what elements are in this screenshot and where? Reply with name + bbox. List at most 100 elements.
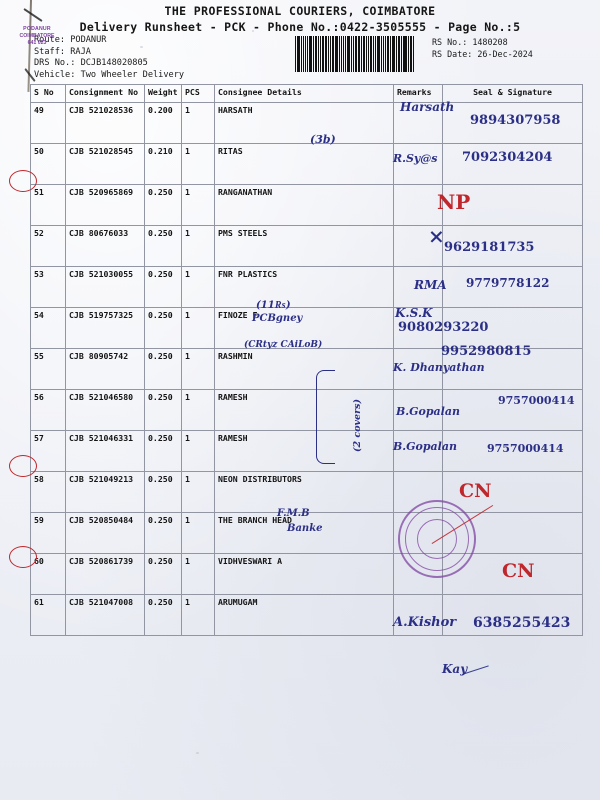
row-consignee: ARUMUGAM <box>214 594 394 636</box>
table-row: 49 CJB 521028536 0.200 1 HARSATH <box>30 102 583 144</box>
row-consignment-no: CJB 80905742 <box>65 348 145 390</box>
row-pcs: 1 <box>181 102 215 144</box>
table-row: 54 CJB 519757325 0.250 1 FINOZE F <box>30 307 583 349</box>
table-row: 56 CJB 521046580 0.250 1 RAMESH <box>30 389 583 431</box>
row-consignee: NEON DISTRIBUTORS <box>214 471 394 513</box>
row-weight: 0.250 <box>144 225 182 267</box>
signature-below-table: Kay <box>442 662 468 676</box>
row-consignee: VIDHVESWARI A <box>214 553 394 595</box>
row-consignment-no: CJB 520861739 <box>65 553 145 595</box>
row-signature <box>442 143 583 185</box>
row-consignment-no: CJB 521046331 <box>65 430 145 472</box>
row-consignment-no: CJB 521047008 <box>65 594 145 636</box>
runsheet-meta-right: RS No.: 1480208 RS Date: 26-Dec-2024 <box>432 36 533 60</box>
column-header-remarks: Remarks <box>393 84 443 103</box>
row-weight: 0.250 <box>144 430 182 472</box>
row-remarks <box>393 348 443 390</box>
row-pcs: 1 <box>181 471 215 513</box>
row-weight: 0.250 <box>144 512 182 554</box>
row-consignment-no: CJB 521028536 <box>65 102 145 144</box>
table-header-row: S No Consignment No Weight PCS Consignee… <box>30 84 583 103</box>
row-remarks <box>393 225 443 267</box>
row-signature <box>442 102 583 144</box>
row-consignee: RITAS <box>214 143 394 185</box>
weight-text: Weight <box>148 87 178 97</box>
row-consignment-no: CJB 520850484 <box>65 512 145 554</box>
row-remarks <box>393 553 443 595</box>
runsheet-meta-left: Route: PODANUR Staff: RAJA DRS No.: DCJB… <box>34 35 184 81</box>
row-pcs: 1 <box>181 143 215 185</box>
row-consignee: RAMESH <box>214 430 394 472</box>
row-weight: 0.250 <box>144 389 182 431</box>
row-consignment-no: CJB 520965869 <box>65 184 145 226</box>
column-header-consignee: Consignee Details <box>214 84 394 103</box>
row-consignee: RANGANATHAN <box>214 184 394 226</box>
table-row: 58 CJB 521049213 0.250 1 NEON DISTRIBUTORS <box>30 471 583 513</box>
row-pcs: 1 <box>181 307 215 349</box>
rs-date-label: RS Date: 26-Dec-2024 <box>432 49 533 59</box>
row-sno: 61 <box>30 594 66 636</box>
row-sno: 55 <box>30 348 66 390</box>
column-header-weight: Weight <box>144 84 182 103</box>
row-pcs: 1 <box>181 266 215 308</box>
row-pcs: 1 <box>181 389 215 431</box>
drs-no-label: DRS No.: DCJB148020805 <box>34 58 148 69</box>
row-signature <box>442 512 583 554</box>
row-pcs: 1 <box>181 225 215 267</box>
row-signature <box>442 266 583 308</box>
row-remarks <box>393 594 443 636</box>
table-row: 59 CJB 520850484 0.250 1 THE BRANCH HEAD <box>30 512 583 554</box>
row-signature <box>442 348 583 390</box>
row-consignment-no: CJB 521049213 <box>65 471 145 513</box>
row-pcs: 1 <box>181 512 215 554</box>
row-remarks <box>393 102 443 144</box>
row-sno: 57 <box>30 430 66 472</box>
page-title: THE PROFESSIONAL COURIERS, COIMBATORE <box>164 4 436 18</box>
row-weight: 0.250 <box>144 266 182 308</box>
table-row: 60 CJB 520861739 0.250 1 VIDHVESWARI A <box>30 553 583 595</box>
row-pcs: 1 <box>181 184 215 226</box>
column-header-pcs: PCS <box>181 84 215 103</box>
row-remarks <box>393 430 443 472</box>
row-weight: 0.250 <box>144 471 182 513</box>
row-pcs: 1 <box>181 553 215 595</box>
row-sno: 49 <box>30 102 66 144</box>
row-remarks <box>393 266 443 308</box>
vehicle-label: Vehicle: Two Wheeler Delivery <box>34 69 185 80</box>
row-consignment-no: CJB 80676033 <box>65 225 145 267</box>
row-weight: 0.200 <box>144 102 182 144</box>
barcode <box>295 36 415 72</box>
row-sno: 56 <box>30 389 66 431</box>
row-signature <box>442 594 583 636</box>
row-sno: 60 <box>30 553 66 595</box>
row-consignee: HARSATH <box>214 102 394 144</box>
row-sno: 53 <box>30 266 66 308</box>
column-header-consignment: Consignment No <box>65 84 145 103</box>
row-pcs: 1 <box>181 594 215 636</box>
row-sno: 52 <box>30 225 66 267</box>
row-sno: 50 <box>30 143 66 185</box>
signature-flourish <box>461 665 489 676</box>
runsheet-table: S No Consignment No Weight PCS Consignee… <box>30 84 583 636</box>
row-sno: 58 <box>30 471 66 513</box>
row-consignment-no: CJB 519757325 <box>65 307 145 349</box>
table-row: 51 CJB 520965869 0.250 1 RANGANATHAN <box>30 184 583 226</box>
row-consignment-no: CJB 521030055 <box>65 266 145 308</box>
row-pcs: 1 <box>181 348 215 390</box>
row-consignment-no: CJB 521046580 <box>65 389 145 431</box>
row-signature <box>442 225 583 267</box>
row-pcs: 1 <box>181 430 215 472</box>
table-row: 61 CJB 521047008 0.250 1 ARUMUGAM <box>30 594 583 636</box>
row-consignment-no: CJB 521028545 <box>65 143 145 185</box>
row-consignee: THE BRANCH HEAD <box>214 512 394 554</box>
column-header-signature: Seal & Signature <box>442 84 583 103</box>
table-row: 55 CJB 80905742 0.250 1 RASHMIN <box>30 348 583 390</box>
row-remarks <box>393 471 443 513</box>
scan-speck <box>196 752 199 754</box>
row-consignee: RASHMIN <box>214 348 394 390</box>
row-consignee: FINOZE F <box>214 307 394 349</box>
row-signature <box>442 471 583 513</box>
table-body: 49 CJB 521028536 0.200 1 HARSATH 50 CJB 521028… <box>30 102 583 636</box>
row-remarks <box>393 307 443 349</box>
